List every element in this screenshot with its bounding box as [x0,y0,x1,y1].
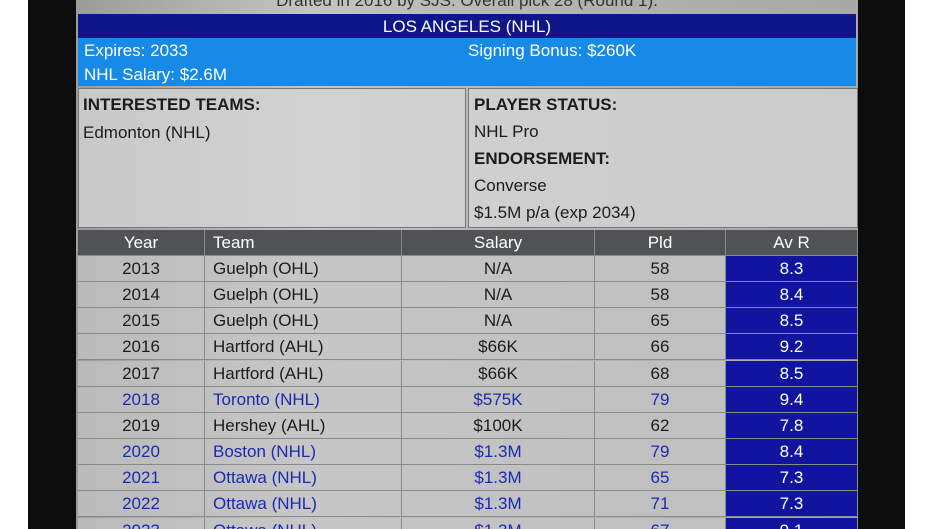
table-cell: N/A [402,308,595,335]
interested-team: Edmonton (NHL) [83,123,211,142]
table-cell: 65 [595,308,726,335]
table-cell: Boston (NHL) [205,439,402,466]
table-row: 2022 Ottawa (NHL) $1.3M 71 7.3 [78,491,858,518]
column-header: Av R [726,230,858,256]
table-cell: $66K [402,360,595,387]
table-cell: Hartford (AHL) [205,334,402,361]
table-cell: 8.5 [726,308,858,335]
table-row: 2014 Guelph (OHL) N/A 58 8.4 [78,282,858,309]
table-row: 2016 Hartford (AHL) $66K 66 9.2 [78,334,858,361]
table-cell: 2019 [78,412,205,439]
table-cell: $100K [402,412,595,439]
table-cell: 2023 [78,517,205,529]
contract-panel: Expires: 2033 Signing Bonus: $260K NHL S… [78,38,856,86]
table-row: 2023Ottawa (NHL)$1.3M679.1 [78,517,858,529]
contract-team: LOS ANGELES (NHL) [78,14,856,38]
table-cell: $66K [402,334,595,361]
column-header: Year [78,230,205,256]
table-cell: 62 [595,412,726,439]
table-cell: 2013 [78,256,205,282]
table-cell: 58 [595,256,726,282]
table-cell: 67 [595,517,726,529]
table-row: 2015 Guelph (OHL) N/A 65 8.5 [78,308,858,335]
table-cell: 66 [595,334,726,361]
table-cell: Ottawa (NHL) [205,465,402,492]
table-cell: Guelph (OHL) [205,308,402,335]
table-cell: Guelph (OHL) [205,256,402,282]
panel-title: ENDORSEMENT: [474,149,611,168]
table-cell: $1.3M [402,517,595,529]
table-cell: 8.4 [726,439,858,466]
table-row: 2019 Hershey (AHL) $100K 62 7.8 [78,412,858,439]
table-cell: N/A [402,256,595,282]
table-cell: 8.5 [726,360,858,387]
player-status: NHL Pro [474,122,539,141]
table-cell: Toronto (NHL) [205,386,402,413]
contract-expires: Expires: 2033 [84,41,188,60]
table-cell: 2020 [78,439,205,466]
table-cell: 79 [595,439,726,466]
interested-panel: INTERESTED TEAMS: Edmonton (NHL) [78,88,466,228]
table-cell: 9.2 [726,334,858,361]
table-cell: Hershey (AHL) [205,412,402,439]
table-cell: 8.3 [726,256,858,282]
table-cell: 58 [595,282,726,309]
table-cell: 79 [595,386,726,413]
table-row: 2021 Ottawa (NHL) $1.3M 65 7.3 [78,465,858,492]
column-header: Pld [595,230,726,256]
table-cell: 9.1 [726,517,858,529]
table-cell: $1.3M [402,465,595,492]
table-cell: $1.3M [402,491,595,518]
status-panel: PLAYER STATUS: NHL Pro ENDORSEMENT: Conv… [468,88,858,228]
table-cell: N/A [402,282,595,309]
nhl-salary: NHL Salary: $2.6M [84,65,227,84]
column-header: Team [205,230,402,256]
endorsement-brand: Converse [474,176,547,195]
screen: Drafted in 2016 by SJS. Overall pick 28 … [76,0,858,529]
table-cell: $1.3M [402,439,595,466]
table-cell: $575K [402,386,595,413]
table-row: 2013 Guelph (OHL) N/A 58 8.3 [78,256,858,282]
table-cell: 2017 [78,360,205,387]
endorsement-deal: $1.5M p/a (exp 2034) [474,203,636,222]
table-row: 2018 Toronto (NHL) $575K 79 9.4 [78,386,858,413]
table-header: Year Team Salary Pld Av R [78,230,858,256]
signing-bonus: Signing Bonus: $260K [468,41,637,60]
table-cell: 2022 [78,491,205,518]
table-cell: 2021 [78,465,205,492]
table-cell: 71 [595,491,726,518]
table-cell: 2014 [78,282,205,309]
panel-title: INTERESTED TEAMS: [83,95,261,114]
table-cell: 2018 [78,386,205,413]
table-cell: 7.8 [726,412,858,439]
table-cell: 2016 [78,334,205,361]
table-cell: 9.4 [726,386,858,413]
table-cell: 2015 [78,308,205,335]
table-cell: Ottawa (NHL) [205,517,402,529]
table-cell: 7.3 [726,491,858,518]
table-cell: 65 [595,465,726,492]
table-cell: Ottawa (NHL) [205,491,402,518]
table-cell: 7.3 [726,465,858,492]
column-header: Salary [402,230,595,256]
draft-info: Drafted in 2016 by SJS. Overall pick 28 … [276,0,658,10]
table-cell: 8.4 [726,282,858,309]
table-cell: 68 [595,360,726,387]
table-cell: Guelph (OHL) [205,282,402,309]
panel-title: PLAYER STATUS: [474,95,618,114]
table-row: 2020 Boston (NHL) $1.3M 79 8.4 [78,439,858,466]
table-row: 2017 Hartford (AHL) $66K 68 8.5 [78,360,858,387]
table-cell: Hartford (AHL) [205,360,402,387]
